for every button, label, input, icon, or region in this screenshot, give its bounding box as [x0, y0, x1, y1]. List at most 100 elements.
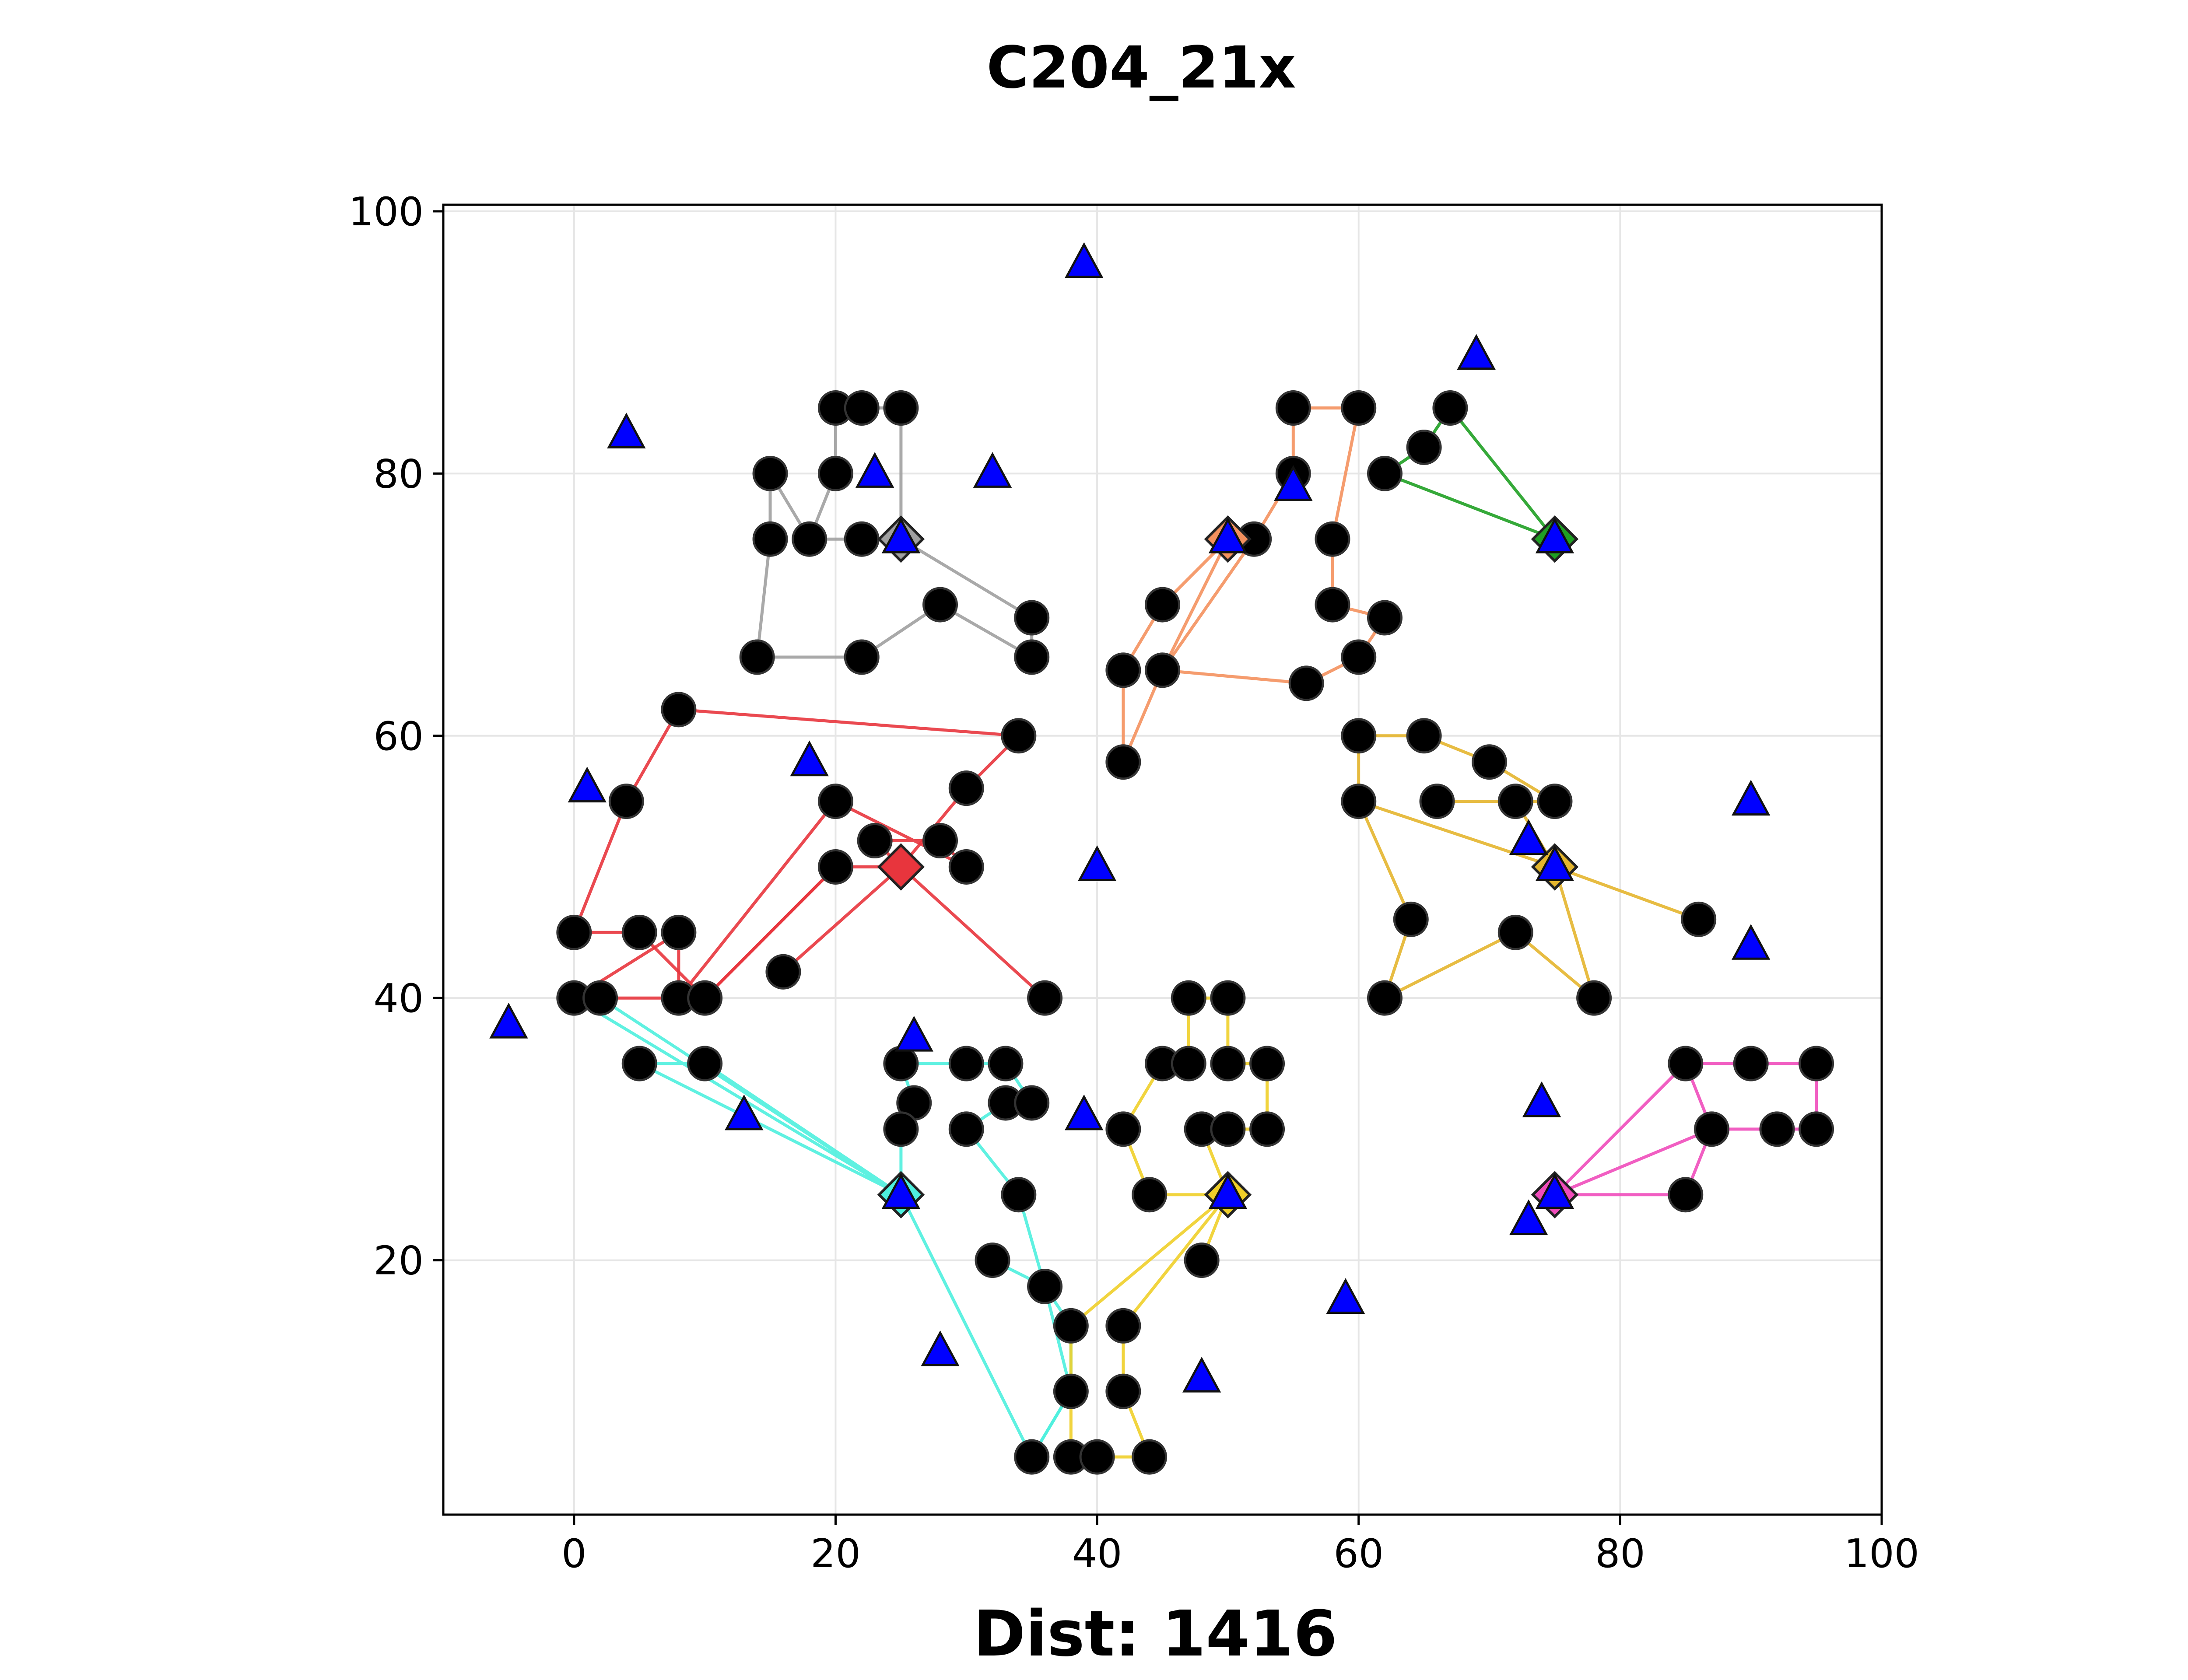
customer-point: [1171, 1046, 1206, 1082]
customer-point: [1145, 587, 1180, 623]
customer-point: [621, 1046, 657, 1082]
station-marker: [607, 413, 646, 448]
station-marker: [1077, 845, 1117, 881]
customer-point: [1733, 1046, 1769, 1082]
customer-point: [1249, 1046, 1285, 1082]
customer-point: [1419, 784, 1455, 819]
customer-point: [1432, 390, 1468, 426]
customer-point: [1341, 639, 1377, 675]
customer-point: [1014, 1439, 1050, 1475]
customer-point: [883, 390, 919, 426]
y-tick-label: 40: [373, 976, 424, 1022]
customer-point: [1105, 1308, 1141, 1344]
station-marker: [1509, 819, 1548, 855]
customer-point: [975, 1242, 1010, 1278]
customer-point: [948, 1046, 984, 1082]
station-marker: [1522, 1081, 1561, 1117]
customer-point: [1576, 980, 1612, 1016]
customer-point: [817, 455, 853, 491]
customer-point: [752, 455, 788, 491]
station-marker: [1535, 517, 1574, 553]
station-marker: [1208, 1173, 1248, 1209]
customer-point: [1001, 718, 1037, 754]
customer-point: [1105, 744, 1141, 780]
route-line: [992, 1259, 1073, 1458]
route-line: [1357, 734, 1701, 1000]
station-marker: [973, 452, 1012, 488]
station-marker: [1326, 1278, 1365, 1314]
customer-point: [1497, 914, 1533, 950]
customer-point: [1014, 1085, 1050, 1121]
customer-point: [1406, 718, 1442, 754]
station-marker: [489, 1002, 528, 1039]
customer-point: [739, 639, 775, 675]
customer-point: [1668, 1177, 1704, 1213]
customer-point: [661, 692, 697, 728]
customer-point: [922, 823, 958, 859]
depot-marker: [877, 843, 925, 891]
customer-point: [1497, 784, 1533, 819]
customer-point: [1537, 784, 1573, 819]
station-marker: [881, 517, 921, 553]
station-marker: [1509, 1199, 1548, 1236]
customer-point: [1367, 980, 1403, 1016]
station-marker: [1274, 465, 1313, 501]
customer-point: [1053, 1308, 1089, 1344]
customer-point: [844, 639, 880, 675]
station-marker: [725, 1094, 764, 1130]
customer-point: [1472, 744, 1508, 780]
x-axis-label: Dist: 1416: [973, 1597, 1337, 1670]
customer-point: [1105, 1373, 1141, 1409]
customer-point: [1210, 1046, 1246, 1082]
y-tick-label: 100: [348, 189, 424, 235]
station-marker: [1208, 517, 1248, 553]
station-marker: [1535, 845, 1574, 881]
grid-lines: [443, 205, 1883, 1515]
station-marker: [894, 1015, 933, 1052]
customer-point: [1210, 980, 1246, 1016]
customer-point: [792, 521, 828, 557]
customer-point: [1027, 1269, 1063, 1305]
customer-point: [621, 914, 657, 950]
station-marker: [568, 766, 607, 803]
customer-point: [1315, 521, 1350, 557]
station-marker: [1731, 924, 1771, 960]
customer-point: [556, 914, 592, 950]
route-line: [1122, 406, 1386, 764]
customer-point: [1393, 901, 1429, 937]
customer-point: [1210, 1111, 1246, 1147]
customer-point: [988, 1046, 1024, 1082]
customer-point: [844, 521, 880, 557]
x-tick-label: 40: [1072, 1531, 1122, 1577]
station-marker: [1182, 1357, 1221, 1393]
station-marker: [921, 1330, 960, 1366]
customer-point: [1341, 784, 1377, 819]
customer-point: [1132, 1439, 1168, 1475]
y-tick-label: 20: [373, 1238, 424, 1284]
axis-ticks: 0 20 40 60 80 100 20 40 60 80 100: [348, 189, 1919, 1577]
y-tick-label: 60: [373, 714, 424, 760]
station-marker: [881, 1173, 921, 1209]
chart-title: C204_21x: [986, 34, 1296, 102]
customer-point: [1367, 600, 1403, 636]
customer-point: [1341, 718, 1377, 754]
customer-point: [1406, 429, 1442, 465]
station-marker: [1065, 1094, 1104, 1130]
customer-point: [948, 849, 984, 885]
customer-point: [1668, 1046, 1704, 1082]
customer-point: [1014, 600, 1050, 636]
customer-point: [1053, 1373, 1089, 1409]
customer-point: [1001, 1177, 1037, 1213]
customer-point: [1799, 1111, 1834, 1147]
customer-point: [1759, 1111, 1795, 1147]
station-marker: [855, 452, 894, 488]
customer-point: [661, 914, 697, 950]
customer-point: [582, 980, 618, 1016]
customer-point: [1105, 652, 1141, 688]
x-tick-label: 20: [810, 1531, 861, 1577]
station-markers: [489, 242, 1771, 1393]
customer-points: [556, 390, 1834, 1475]
customer-point: [857, 823, 893, 859]
customer-point: [883, 1046, 919, 1082]
